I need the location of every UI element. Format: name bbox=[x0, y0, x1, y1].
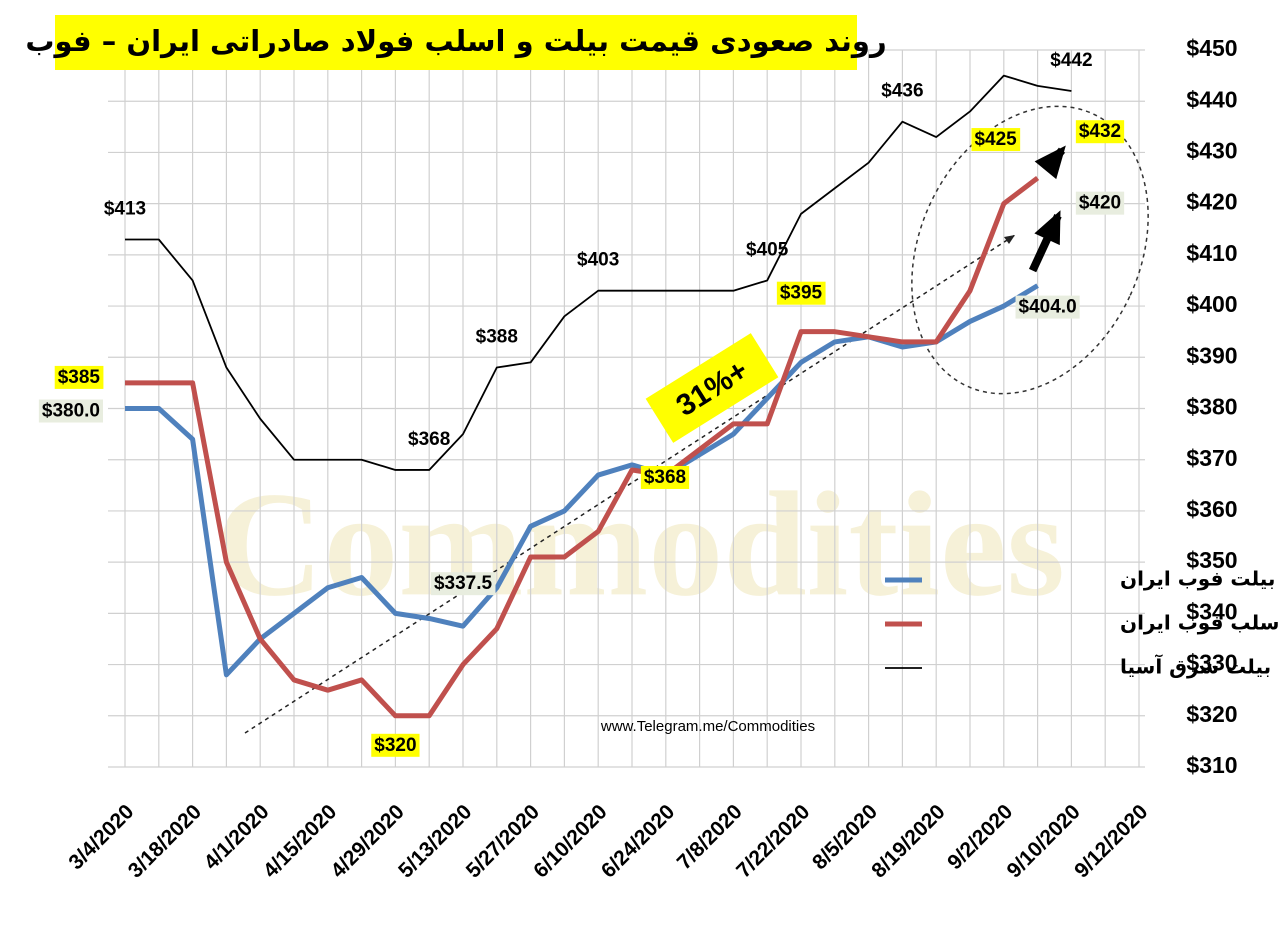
data-label: $388 bbox=[476, 327, 518, 348]
label-box bbox=[38, 399, 103, 423]
data-label: $337.5 bbox=[434, 573, 493, 594]
arrowhead bbox=[1034, 145, 1066, 180]
data-label: $320 bbox=[374, 735, 416, 756]
data-label: $404.0 bbox=[1019, 297, 1077, 318]
y-tick-label: $340 bbox=[1186, 598, 1237, 624]
data-label: $395 bbox=[780, 283, 823, 304]
label-box bbox=[640, 465, 690, 489]
y-tick-label: $420 bbox=[1186, 189, 1237, 215]
data-label: $425 bbox=[974, 129, 1017, 150]
label-box bbox=[430, 572, 496, 596]
y-tick-label: $430 bbox=[1186, 138, 1237, 164]
arrowhead bbox=[1034, 210, 1061, 246]
label-box bbox=[776, 281, 826, 305]
y-tick-label: $410 bbox=[1186, 240, 1237, 266]
data-label: $436 bbox=[881, 81, 923, 102]
y-tick-label: $370 bbox=[1186, 445, 1237, 471]
series-line bbox=[125, 74, 1072, 471]
label-box bbox=[1015, 295, 1080, 319]
legend-label: اسلب فوب ایران bbox=[1120, 611, 1280, 635]
chart-title: روند صعودی قیمت بیلت و اسلب فولاد صادرات… bbox=[25, 24, 886, 58]
y-tick-label: $310 bbox=[1186, 752, 1237, 778]
growth-box bbox=[645, 333, 779, 443]
label-box bbox=[1075, 120, 1125, 144]
label-box bbox=[1075, 191, 1125, 215]
title-box bbox=[55, 15, 857, 70]
data-label: $380.0 bbox=[42, 401, 100, 422]
label-box bbox=[971, 128, 1021, 152]
y-tick-label: $380 bbox=[1186, 394, 1237, 420]
data-label: $442 bbox=[1050, 50, 1092, 71]
series-line bbox=[125, 176, 1040, 719]
data-label: $368 bbox=[644, 467, 686, 488]
source: www.Telegram.me/Commodities bbox=[600, 718, 815, 735]
label-box bbox=[54, 365, 104, 389]
annotation: $432 bbox=[1079, 121, 1121, 142]
y-tick-label: $400 bbox=[1186, 291, 1237, 317]
trend-line bbox=[244, 234, 1016, 734]
y-tick-label: $440 bbox=[1186, 86, 1237, 112]
data-label: $413 bbox=[104, 199, 146, 220]
series-line bbox=[125, 283, 1039, 678]
annotation: $420 bbox=[1079, 193, 1121, 214]
legend-label: بیلت شرق آسیا bbox=[1120, 654, 1271, 679]
y-tick-label: $330 bbox=[1186, 650, 1237, 676]
trend-arrowhead bbox=[1004, 235, 1015, 244]
y-tick-label: $390 bbox=[1186, 342, 1237, 368]
y-tick-label: $350 bbox=[1186, 547, 1237, 573]
legend-label: بیلت فوب ایران bbox=[1120, 567, 1275, 591]
label-box bbox=[371, 733, 420, 757]
y-tick-label: $360 bbox=[1186, 496, 1237, 522]
watermark: Commodities bbox=[215, 461, 1065, 627]
data-label: $368 bbox=[408, 429, 450, 450]
y-tick-label: $450 bbox=[1186, 35, 1237, 61]
highlight-ellipse bbox=[911, 105, 1149, 395]
data-label: $405 bbox=[746, 239, 789, 260]
y-tick-label: $320 bbox=[1186, 701, 1237, 727]
data-label: $385 bbox=[58, 367, 101, 388]
data-label: $403 bbox=[577, 250, 619, 271]
